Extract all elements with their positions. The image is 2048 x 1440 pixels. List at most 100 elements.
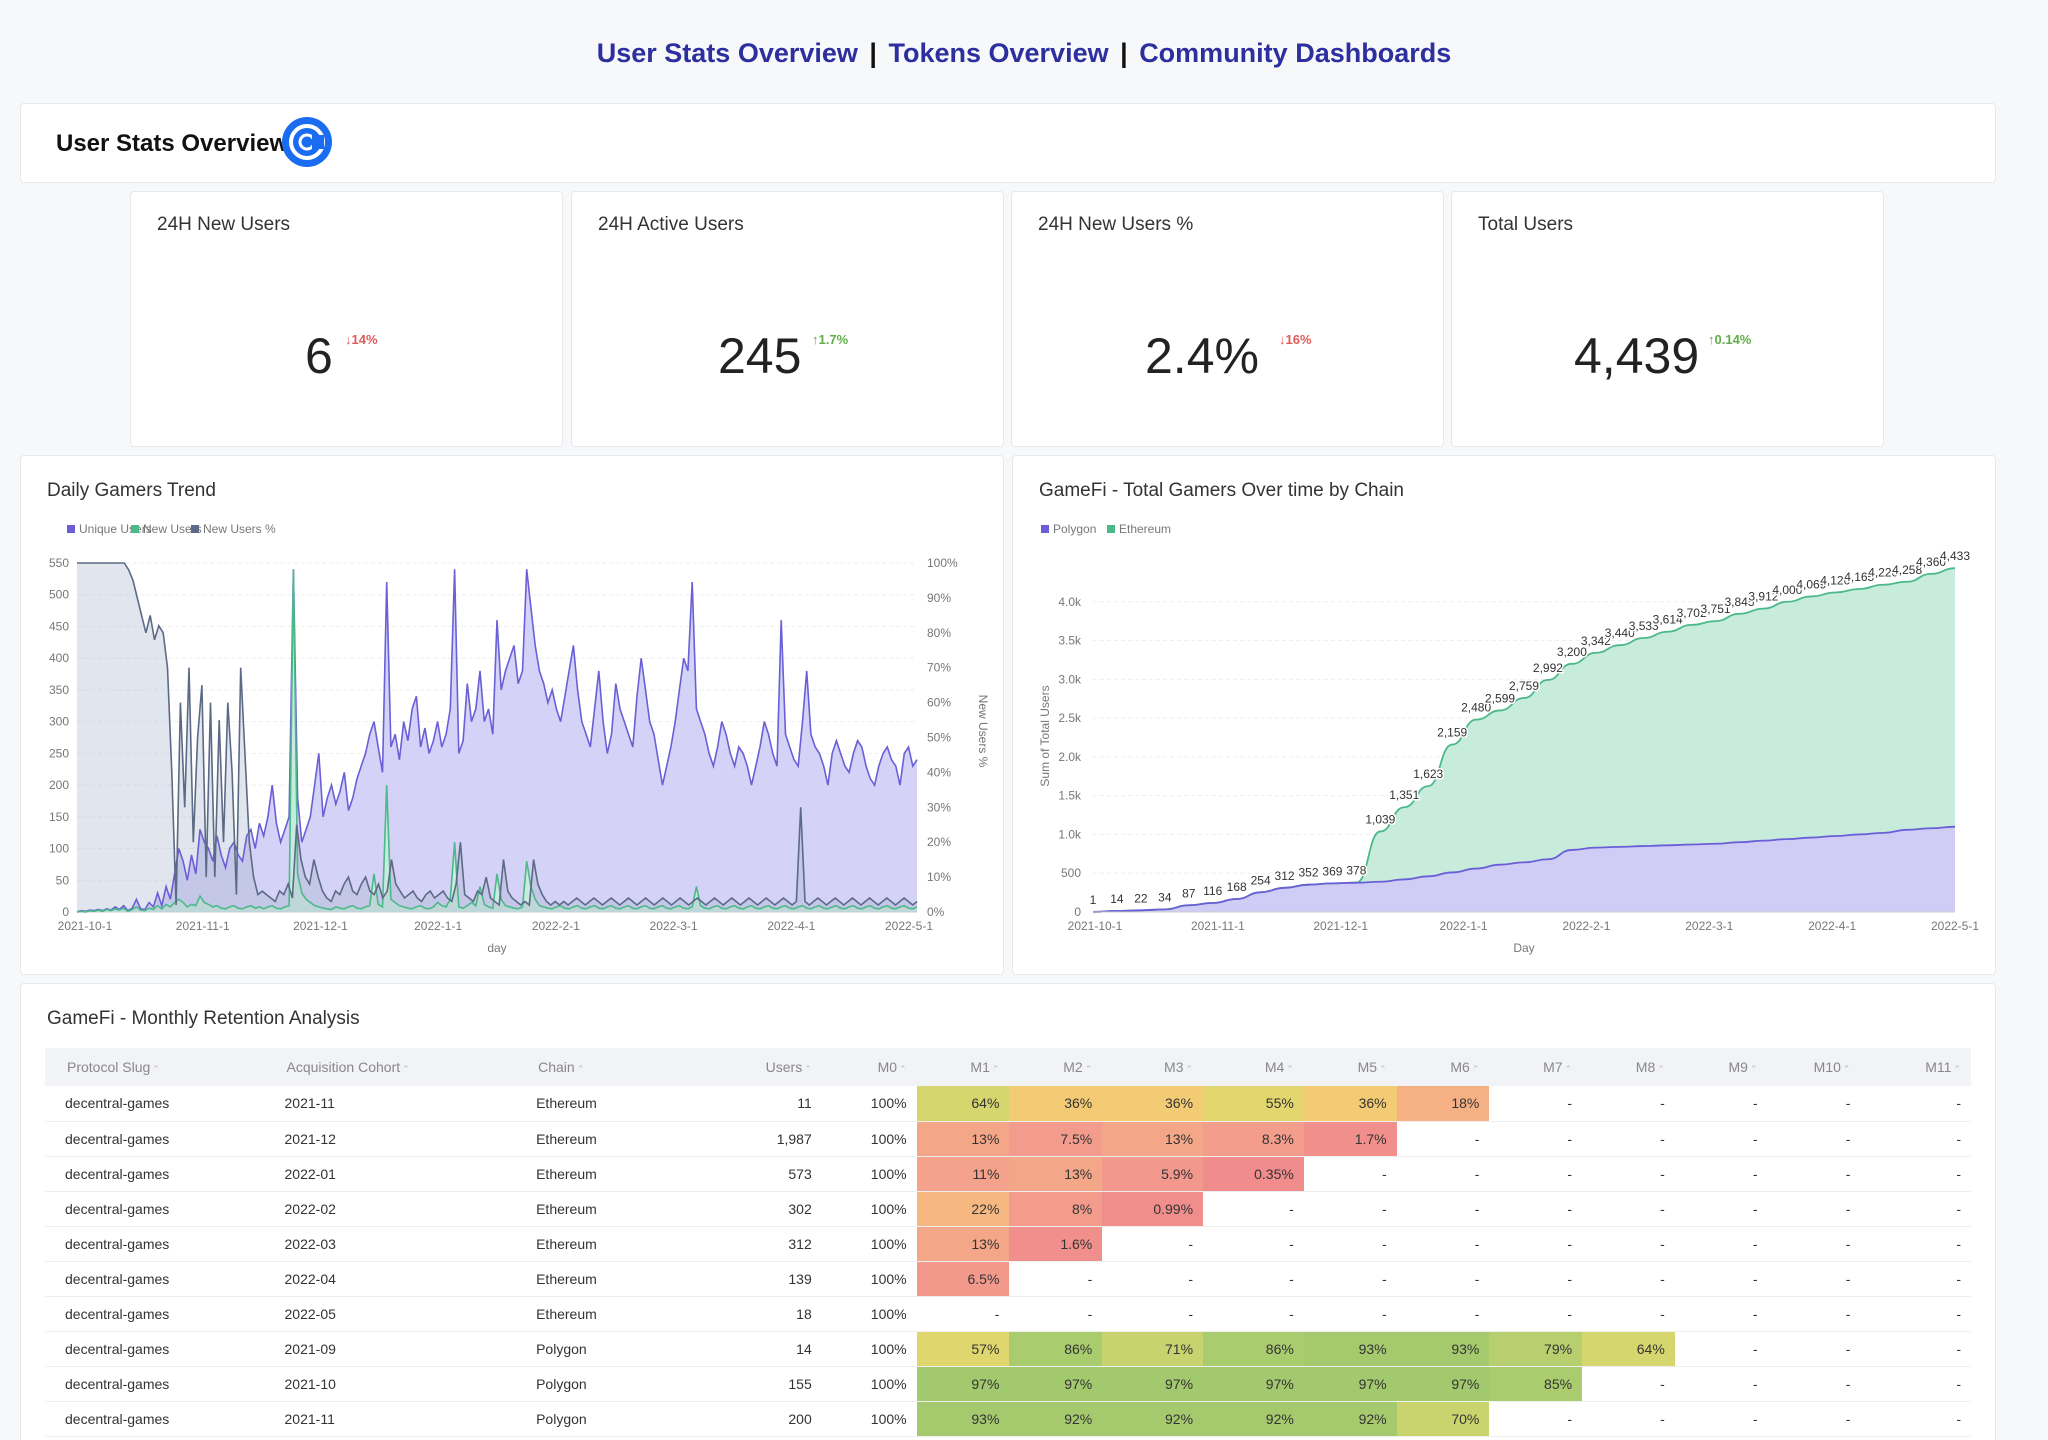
table-cell: 0.99% [1102,1191,1204,1227]
sort-icon[interactable]: ⌃ [1953,1064,1961,1074]
legend-label[interactable]: Ethereum [1119,522,1171,536]
column-header[interactable]: Chain ⌃ [516,1048,723,1086]
table-cell: - [1767,1261,1861,1297]
sort-icon[interactable]: ⌃ [1286,1064,1294,1074]
nav-link-tokens[interactable]: Tokens Overview [888,38,1109,68]
table-cell: 97% [1303,1366,1397,1402]
x-tick-label: 2021-12-1 [293,919,348,933]
series-line-new-users[interactable] [76,569,918,913]
sort-icon[interactable]: ⌃ [991,1064,1000,1074]
table-cell: 100% [821,1331,917,1367]
table-cell: 100% [821,1296,917,1332]
table-row: decentral-games 2022-05 Ethereum 18 100% - - - -… [45,1296,1971,1332]
legend-swatch [131,525,139,533]
data-label: 2,599 [1485,691,1515,705]
column-header[interactable]: M2 ⌃ [1009,1048,1103,1086]
column-header[interactable]: M3 ⌃ [1102,1048,1204,1086]
x-tick-label: 2022-1-1 [1440,919,1488,933]
legend-label[interactable]: Polygon [1053,522,1096,536]
sort-icon[interactable]: ⌃ [1084,1064,1093,1074]
column-header[interactable]: M8 ⌃ [1582,1048,1675,1086]
table-cell: - [1860,1121,1971,1157]
data-label: 369 [1322,864,1342,878]
sort-icon[interactable]: ⌃ [1842,1064,1851,1074]
y2-tick-label: 100% [927,556,958,570]
data-label: 2,992 [1533,661,1563,675]
legend-label[interactable]: New Users % [203,522,276,536]
column-header[interactable]: Protocol Slug ⌃ [45,1048,265,1086]
column-header[interactable]: M10 ⌃ [1767,1048,1861,1086]
sort-icon[interactable]: ⌃ [1379,1064,1387,1074]
table-cell: Polygon [516,1401,723,1437]
column-header[interactable]: Acquisition Cohort ⌃ [264,1048,517,1086]
table-cell: 100% [821,1191,917,1227]
y-tick-label: 400 [49,651,69,665]
table-cell: 97% [1396,1366,1490,1402]
y-tick-label: 0 [62,905,69,919]
series-line-new-users-pct[interactable] [77,562,918,907]
data-label: 1,623 [1413,767,1443,781]
data-label: 3,533 [1629,619,1659,633]
sort-icon[interactable]: ⌃ [1749,1064,1758,1074]
column-header[interactable]: M9 ⌃ [1674,1048,1768,1086]
table-cell: 14 [722,1331,822,1367]
column-header[interactable]: M0 ⌃ [821,1048,917,1086]
legend-label[interactable]: New Users [143,522,202,536]
nav-link-community[interactable]: Community Dashboards [1139,38,1452,68]
table-cell: 200 [722,1401,822,1437]
y2-axis-label: New Users % [976,695,990,768]
sort-icon[interactable]: ⌃ [402,1064,410,1074]
table-cell: 7.5% [1009,1121,1103,1157]
y-tick-label: 450 [49,619,69,633]
y-tick-label: 0 [1074,905,1081,919]
sort-icon[interactable]: ⌃ [1564,1064,1573,1074]
legend-swatch [67,525,75,533]
sort-icon[interactable]: ⌃ [804,1064,812,1074]
sort-icon[interactable]: ⌃ [1471,1064,1480,1074]
legend-label[interactable]: Unique Users [79,522,152,536]
table-cell: Ethereum [516,1156,723,1192]
y-tick-label: 1.0k [1058,827,1082,841]
column-header[interactable]: M1 ⌃ [916,1048,1010,1086]
column-header[interactable]: M6 ⌃ [1396,1048,1490,1086]
series-line-polygon[interactable] [1092,825,1956,913]
sort-icon[interactable]: ⌃ [899,1064,907,1074]
sort-icon[interactable]: ⌃ [152,1064,160,1074]
x-tick-label: 2022-2-1 [1562,919,1610,933]
kpi-card-new-users-pct: 24H New Users % 2.4% ↓16% [1011,191,1444,447]
column-header[interactable]: M11 ⌃ [1860,1048,1971,1086]
table-cell: - [1396,1296,1490,1332]
sort-icon[interactable]: ⌃ [1185,1064,1194,1074]
table-cell: - [1582,1296,1675,1332]
table-cell: 100% [821,1156,917,1192]
data-label: 2,159 [1437,726,1467,740]
table-cell: 8.3% [1203,1121,1304,1157]
sort-icon[interactable]: ⌃ [576,1064,585,1074]
series-line-unique-users[interactable] [76,569,918,913]
table-cell: - [1674,1261,1768,1297]
table-cell: decentral-games [45,1121,265,1157]
column-header[interactable]: M5 ⌃ [1303,1048,1397,1086]
column-header[interactable]: M7 ⌃ [1489,1048,1583,1086]
table-cell: Ethereum [516,1261,723,1297]
nav-link-user-stats[interactable]: User Stats Overview [596,38,858,68]
table-cell: 93% [916,1401,1010,1437]
table-cell: 36% [1102,1086,1204,1122]
total-gamers-by-chain-chart[interactable]: Polygon Ethereum 0 500 1.0k 1.5k 2.0k 2.5k 3.0k 3… [1013,456,1997,976]
table-cell: 36% [1303,1086,1397,1122]
column-header[interactable]: Users ⌃ [722,1048,822,1086]
table-cell: 13% [916,1121,1010,1157]
table-cell: - [1396,1121,1490,1157]
nav-separator: | [1120,38,1128,68]
sort-icon[interactable]: ⌃ [1657,1064,1665,1074]
table-cell: - [1203,1296,1304,1332]
arrow-up-icon: ↑ [812,332,819,347]
table-row: decentral-games 2021-11 Ethereum 11 100% 64% 3… [45,1086,1971,1122]
table-cell: 13% [1102,1121,1204,1157]
table-cell: - [1767,1401,1861,1437]
table-cell: - [1860,1156,1971,1192]
column-header[interactable]: M4 ⌃ [1203,1048,1304,1086]
data-label: 4,069 [1796,577,1826,591]
page-title: User Stats Overview [56,130,289,157]
